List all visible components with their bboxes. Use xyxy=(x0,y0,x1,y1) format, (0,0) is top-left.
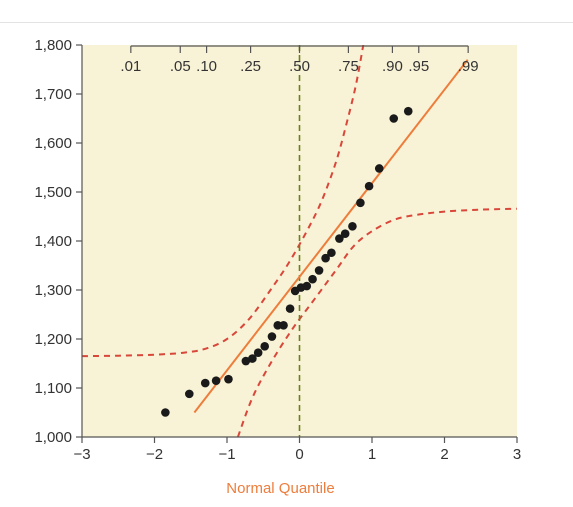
axes: 1,000 1,100 1,200 1,300 1,400 1,500 1,600 1,700… xyxy=(34,37,521,463)
data-point-10 xyxy=(267,332,277,341)
data-point-18 xyxy=(314,266,324,275)
data-point-2 xyxy=(185,389,194,399)
fit-line xyxy=(193,59,469,414)
x-tick-label: 2 xyxy=(440,446,448,463)
top-tick-label: .25 xyxy=(240,58,261,75)
data-point-3 xyxy=(200,378,210,388)
data-point-13 xyxy=(285,304,295,313)
top-tick-label: .95 xyxy=(408,58,429,75)
data-point-4 xyxy=(211,376,221,385)
x-tick-label: −3 xyxy=(73,446,90,463)
data-point-8 xyxy=(253,348,263,358)
y-tick-label: 1,200 xyxy=(34,331,72,348)
top-tick-label: .50 xyxy=(289,58,310,75)
data-point-5 xyxy=(224,374,233,384)
x-tick-label: 1 xyxy=(368,446,376,463)
top-tick-label: .01 xyxy=(120,58,141,75)
y-tick-label: 1,100 xyxy=(34,380,72,397)
y-tick-label: 1,600 xyxy=(34,135,72,152)
y-tick-label: 1,700 xyxy=(34,86,72,103)
data-point-19 xyxy=(321,253,330,263)
y-tick-label: 1,300 xyxy=(34,282,72,299)
x-axis-label: Normal Quantile xyxy=(226,480,334,497)
probability-axis: .01 .05 .10 .25 .50 .75 .90 .95 .99 xyxy=(120,45,479,75)
data-point-7 xyxy=(248,354,257,363)
y-tick-label: 1,500 xyxy=(34,184,72,201)
y-tick-label: 1,000 xyxy=(34,429,72,446)
data-points xyxy=(161,106,413,417)
y-tick-label: 1,800 xyxy=(34,37,72,54)
top-divider xyxy=(0,22,573,23)
data-point-24 xyxy=(356,198,365,208)
data-point-9 xyxy=(260,342,270,351)
data-point-17 xyxy=(308,274,317,284)
lower-confidence-curve xyxy=(236,207,517,437)
x-tick-label: −1 xyxy=(218,446,235,463)
top-tick-label: .05 xyxy=(170,58,191,75)
data-point-22 xyxy=(340,229,350,238)
x-tick-label: −2 xyxy=(146,446,163,463)
x-tick-label: 3 xyxy=(513,446,521,463)
upper-confidence-curve xyxy=(82,45,365,358)
y-tick-label: 1,400 xyxy=(34,233,72,250)
x-tick-label: 0 xyxy=(295,446,303,463)
top-tick-label: .10 xyxy=(196,58,217,75)
data-point-26 xyxy=(374,164,384,173)
data-point-20 xyxy=(327,248,336,258)
data-point-21 xyxy=(335,234,344,243)
data-point-1 xyxy=(161,408,170,417)
data-point-12 xyxy=(279,320,288,330)
data-point-23 xyxy=(348,222,357,231)
top-tick-label: .75 xyxy=(338,58,359,75)
confidence-bands xyxy=(82,45,517,437)
data-point-6 xyxy=(241,356,251,366)
top-tick-label: .99 xyxy=(458,58,479,75)
data-point-16 xyxy=(302,281,312,291)
data-point-28 xyxy=(403,106,413,116)
data-point-25 xyxy=(364,181,374,191)
data-point-27 xyxy=(389,114,399,123)
top-tick-label: .90 xyxy=(382,58,403,75)
